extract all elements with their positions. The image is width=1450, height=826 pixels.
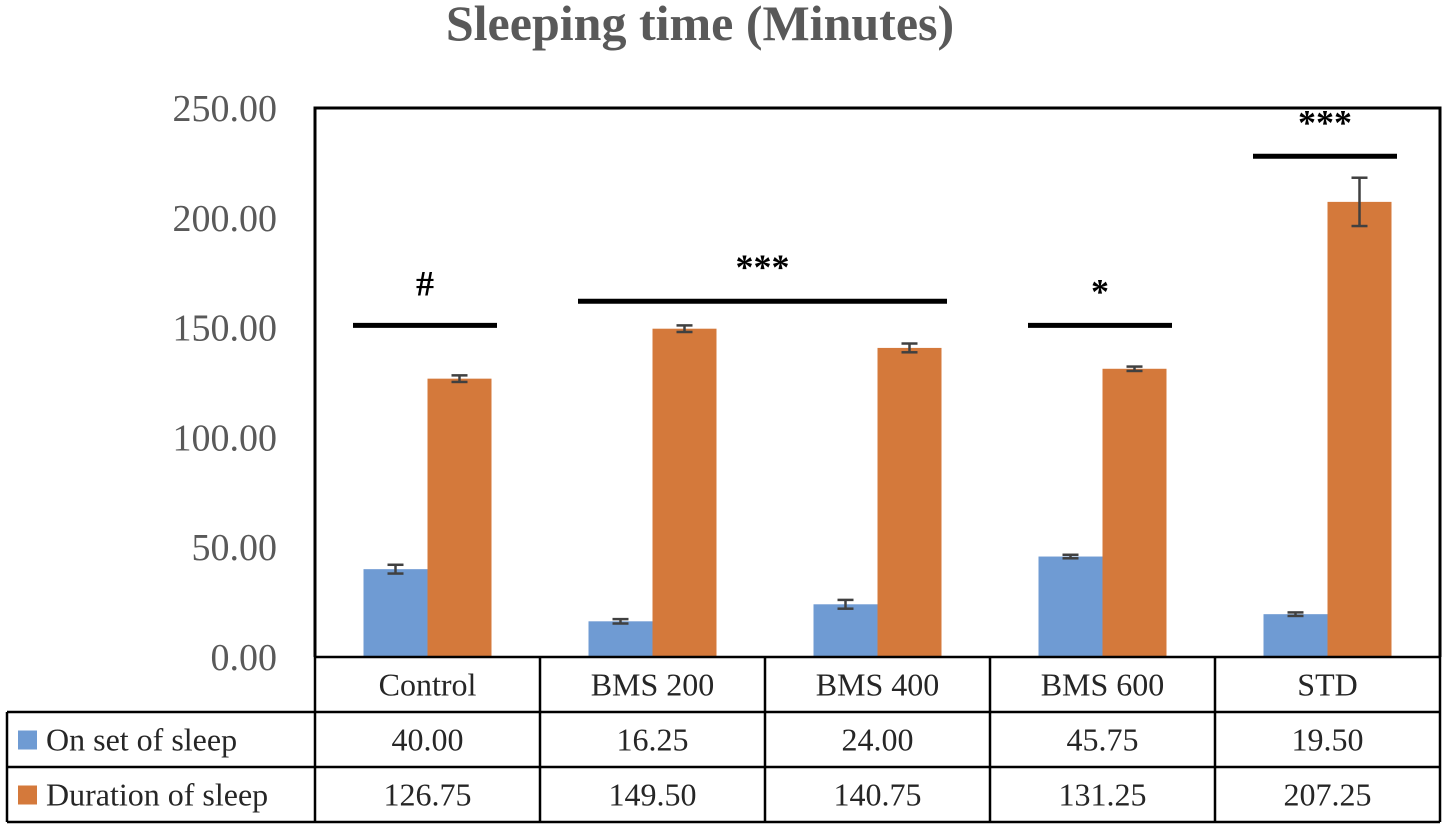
duration-bar	[1102, 368, 1167, 657]
error-bar	[901, 342, 918, 354]
category-label: Control	[379, 667, 477, 703]
data-label: 40.00	[392, 722, 464, 758]
plot-frame	[313, 106, 1442, 657]
chart-title: Sleeping time (Minutes)	[446, 0, 954, 51]
data-table: Control BMS 200 BMS 400 BMS 600 STD On set of…	[5, 655, 1442, 824]
y-tick-label: 200.00	[173, 198, 278, 240]
data-label: 207.25	[1284, 777, 1372, 813]
data-label: 140.75	[834, 777, 922, 813]
row-label: On set of sleep	[46, 722, 237, 758]
onset-bar	[1038, 556, 1103, 657]
error-bar	[1126, 365, 1143, 373]
significance-marker: #	[416, 263, 434, 303]
data-label: 131.25	[1059, 777, 1147, 813]
category-label: BMS 200	[591, 667, 715, 703]
data-label: 19.50	[1292, 722, 1364, 758]
significance-marker: *	[1091, 271, 1109, 311]
error-bar	[1351, 176, 1368, 228]
error-bar	[676, 324, 693, 334]
category-label: STD	[1297, 667, 1357, 703]
y-tick-label: 50.00	[192, 527, 278, 569]
significance-marker: ***	[736, 247, 790, 287]
duration-bar	[652, 328, 717, 657]
duration-bar	[877, 347, 942, 657]
y-tick-label: 250.00	[173, 88, 278, 130]
duration-bar	[1327, 201, 1392, 657]
onset-bar	[1263, 614, 1328, 657]
error-bar	[387, 563, 404, 575]
data-label: 45.75	[1067, 722, 1139, 758]
category-label: BMS 600	[1041, 667, 1165, 703]
error-bar	[837, 598, 854, 610]
table-grid	[5, 655, 1442, 824]
significance-marker: ***	[1298, 102, 1352, 142]
data-label: 126.75	[384, 777, 472, 813]
category-label: BMS 400	[816, 667, 940, 703]
data-label: 149.50	[609, 777, 697, 813]
duration-bar	[427, 378, 492, 657]
error-bar	[1062, 553, 1079, 560]
y-tick-label: 150.00	[173, 308, 278, 350]
legend-key-duration	[18, 785, 37, 805]
row-label: Duration of sleep	[46, 777, 268, 813]
onset-bar	[363, 569, 428, 657]
error-bar	[612, 617, 629, 625]
y-tick-label: 100.00	[173, 417, 278, 459]
data-label: 16.25	[617, 722, 689, 758]
legend-key-onset	[18, 730, 37, 750]
onset-bar	[813, 604, 878, 657]
data-label: 24.00	[842, 722, 914, 758]
error-bar	[451, 374, 468, 384]
onset-bar	[588, 621, 653, 657]
y-tick-label: 0.00	[211, 637, 278, 679]
error-bar	[1287, 611, 1304, 618]
